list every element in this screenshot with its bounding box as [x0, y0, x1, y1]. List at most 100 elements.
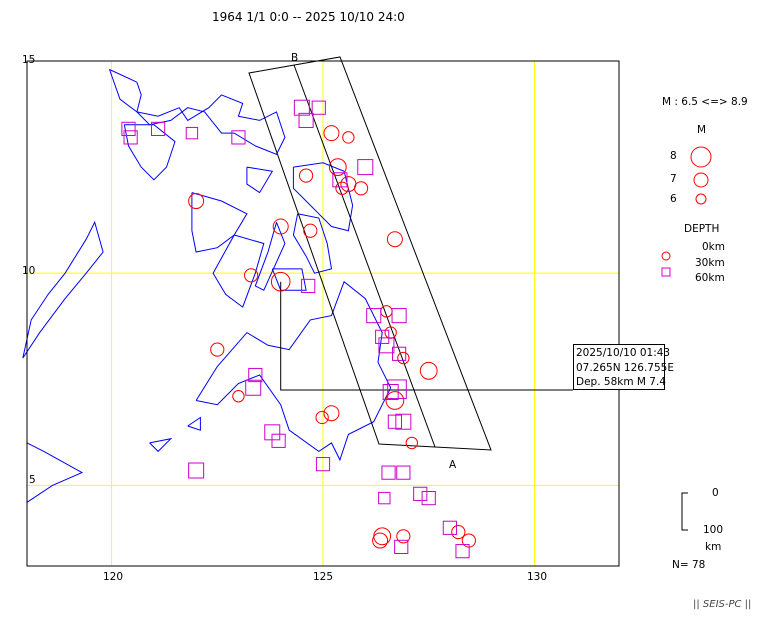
- depth-scale-bottom: 100: [703, 524, 724, 536]
- earthquake-marker-shallow: [315, 410, 329, 425]
- lat-label-5: 5: [29, 474, 36, 486]
- legend-magnitude-6-icon: [695, 193, 707, 205]
- earthquake-marker-deep: [391, 308, 407, 324]
- earthquake-marker-shallow: [323, 125, 340, 142]
- coastline: [149, 437, 173, 453]
- earthquake-marker-deep: [421, 491, 436, 506]
- magnitude-8-label: 8: [670, 150, 677, 162]
- earthquake-marker-deep: [455, 544, 470, 559]
- map-frame: [26, 60, 620, 567]
- lat-label-10: 10: [22, 265, 36, 277]
- lon-label-125: 125: [313, 571, 334, 583]
- earthquake-marker-shallow: [385, 391, 405, 410]
- earthquake-marker-deep: [413, 486, 428, 501]
- legend-depth-30-icon: [661, 251, 671, 261]
- earthquake-marker-deep: [150, 121, 166, 136]
- earthquake-marker-deep: [392, 346, 407, 361]
- earthquake-marker-deep: [375, 329, 390, 344]
- earthquake-marker-shallow: [451, 524, 466, 540]
- earthquake-marker-deep: [366, 308, 382, 324]
- coastline: [191, 192, 248, 253]
- earthquake-marker-deep: [271, 433, 286, 448]
- earthquake-marker-shallow: [303, 223, 318, 238]
- earthquake-marker-deep: [332, 172, 348, 188]
- event-datetime: 2025/10/10 01:43: [576, 347, 671, 359]
- coastline: [292, 213, 333, 274]
- earthquake-marker-deep: [315, 457, 331, 472]
- earthquake-marker-shallow: [396, 529, 411, 544]
- earthquake-marker-deep: [121, 121, 136, 136]
- earthquake-marker-deep: [357, 159, 374, 176]
- magnitude-6-label: 6: [670, 193, 677, 205]
- earthquake-marker-shallow: [342, 131, 355, 144]
- event-detail: Dep. 58km M 7.4: [576, 376, 666, 388]
- earthquake-marker-deep: [378, 337, 395, 354]
- depth-scale-bar: [681, 492, 688, 531]
- earthquake-marker-shallow: [210, 342, 225, 357]
- event-leader-line: [280, 281, 573, 391]
- earthquake-marker-shallow: [386, 231, 403, 248]
- magnitude-range: M : 6.5 <=> 8.9: [662, 96, 748, 108]
- earthquake-marker-deep: [293, 99, 310, 116]
- earthquake-marker-deep: [301, 278, 316, 294]
- earthquake-marker-shallow: [272, 218, 289, 235]
- earthquake-marker-shallow: [328, 158, 347, 176]
- earthquake-marker-deep: [185, 126, 199, 140]
- depth-scale-top: 0: [712, 487, 719, 499]
- earthquake-marker-deep: [298, 112, 314, 128]
- earthquake-marker-deep: [311, 100, 326, 115]
- earthquake-marker-shallow: [419, 361, 438, 380]
- magnitude-title: M: [697, 124, 707, 136]
- earthquake-marker-deep: [231, 130, 246, 145]
- earthquake-marker-deep: [387, 414, 402, 429]
- coastline: [292, 162, 354, 232]
- earthquake-marker-deep: [396, 465, 411, 480]
- depth-title: DEPTH: [684, 223, 720, 235]
- coastline: [271, 268, 307, 291]
- earthquake-marker-shallow: [335, 181, 349, 195]
- lon-label-120: 120: [103, 571, 124, 583]
- earthquake-marker-shallow: [397, 351, 410, 365]
- earthquake-marker-shallow: [244, 268, 259, 283]
- earthquake-marker-shallow: [373, 527, 392, 546]
- depth-60-label: 60km: [695, 272, 725, 284]
- coastline: [26, 442, 84, 503]
- earthquake-marker-deep: [245, 379, 262, 396]
- coastline: [123, 124, 176, 181]
- earthquake-marker-shallow: [298, 168, 314, 183]
- lat-label-15: 15: [22, 54, 36, 66]
- coastline: [109, 69, 286, 156]
- earthquake-marker-shallow: [372, 532, 389, 549]
- coastline: [246, 166, 274, 194]
- earthquake-marker-deep: [188, 462, 205, 479]
- legend-magnitude-8-icon: [690, 146, 712, 168]
- section-label-b: B: [291, 52, 299, 64]
- section-label-a: A: [449, 459, 457, 471]
- depth-30-label: 30km: [695, 257, 725, 269]
- earthquake-marker-deep: [442, 520, 457, 535]
- event-info-box: 2025/10/10 01:43 07.265N 126.755E Dep. 5…: [573, 344, 674, 390]
- earthquake-marker-deep: [387, 379, 407, 400]
- software-credit: || SEIS-PC ||: [693, 599, 752, 610]
- earthquake-marker-deep: [123, 130, 138, 145]
- earthquake-marker-shallow: [188, 193, 205, 210]
- legend-magnitude-7-icon: [693, 172, 709, 188]
- earthquake-marker-shallow: [270, 271, 291, 292]
- earthquake-marker-deep: [381, 465, 396, 480]
- magnitude-7-label: 7: [670, 173, 677, 185]
- cross-section-axis: [293, 64, 436, 448]
- coastline: [212, 234, 265, 308]
- earthquake-marker-shallow: [405, 436, 418, 450]
- earthquake-marker-deep: [248, 367, 263, 383]
- depth-0-label: 0km: [702, 241, 725, 253]
- event-count: N= 78: [672, 559, 706, 571]
- coastline: [195, 280, 392, 462]
- coastline: [187, 416, 201, 431]
- earthquake-marker-shallow: [232, 390, 245, 403]
- coastline: [22, 220, 104, 359]
- earthquake-marker-deep: [394, 539, 409, 555]
- earthquake-marker-deep: [382, 384, 399, 401]
- coastline: [254, 222, 286, 291]
- earthquake-marker-deep: [395, 413, 412, 430]
